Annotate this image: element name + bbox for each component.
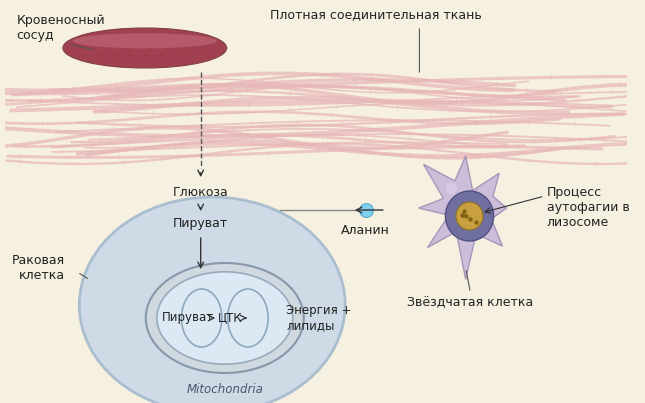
- Ellipse shape: [73, 33, 217, 48]
- Text: Раковая
клетка: Раковая клетка: [12, 254, 64, 282]
- Ellipse shape: [63, 28, 226, 68]
- Text: Плотная соединительная ткань: Плотная соединительная ткань: [270, 8, 482, 21]
- Text: Пируват: Пируват: [162, 312, 214, 324]
- Text: Процесс
аутофагии в
лизосоме: Процесс аутофагии в лизосоме: [546, 186, 630, 229]
- Polygon shape: [419, 156, 506, 279]
- Text: Кровеносный
сосуд: Кровеносный сосуд: [17, 14, 105, 42]
- Text: Глюкоза: Глюкоза: [173, 187, 228, 199]
- Text: Аланин: Аланин: [341, 224, 390, 237]
- Text: Пируват: Пируват: [173, 218, 228, 231]
- Text: Энергия +
липиды: Энергия + липиды: [286, 304, 352, 332]
- Circle shape: [456, 202, 483, 230]
- Text: ЦТК: ЦТК: [218, 312, 243, 324]
- Text: Звёздчатая клетка: Звёздчатая клетка: [408, 296, 533, 309]
- Ellipse shape: [157, 272, 293, 364]
- Text: Mitochondria: Mitochondria: [186, 383, 263, 396]
- Circle shape: [446, 191, 493, 241]
- Ellipse shape: [146, 263, 304, 373]
- Ellipse shape: [79, 197, 345, 403]
